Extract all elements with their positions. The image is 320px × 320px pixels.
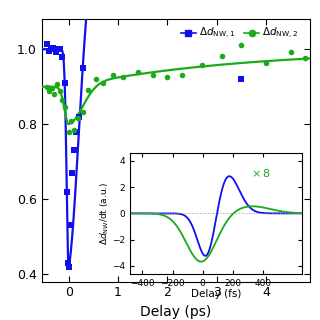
Point [76, 114, 81, 119]
Point [62, 81, 67, 86]
Point [110, 73, 116, 78]
Point [86, 87, 91, 92]
Point [68, 223, 73, 228]
Point [150, 73, 155, 78]
Point [165, 74, 170, 79]
Point [120, 75, 125, 80]
Point [71, 148, 76, 153]
Point [47, 88, 52, 93]
Point [74, 129, 79, 134]
Point [303, 55, 308, 60]
Point [199, 62, 204, 68]
Point [49, 85, 54, 91]
Point [219, 54, 224, 59]
Point [263, 60, 268, 66]
Point [71, 128, 76, 133]
Point [51, 45, 56, 51]
Point [58, 47, 63, 52]
Point [135, 70, 140, 75]
Point [53, 49, 58, 54]
Point [101, 80, 106, 85]
Point [80, 110, 85, 115]
Point [288, 50, 293, 55]
Point [60, 54, 65, 60]
Point [239, 43, 244, 48]
X-axis label: Delay (ps): Delay (ps) [140, 305, 212, 319]
Point [54, 82, 60, 87]
Point [57, 89, 62, 94]
Point [55, 47, 60, 52]
Point [44, 42, 49, 47]
Point [180, 73, 185, 78]
Point [62, 105, 67, 110]
Point [68, 118, 74, 123]
Legend: $\Delta d_{\rm NW,1}$, $\Delta d_{\rm NW,2}$: $\Delta d_{\rm NW,1}$, $\Delta d_{\rm NW… [176, 22, 302, 45]
Point [44, 84, 49, 89]
Point [64, 189, 69, 194]
Point [52, 91, 57, 96]
Point [93, 76, 99, 82]
Point [70, 170, 75, 175]
Point [46, 48, 52, 53]
Point [75, 116, 80, 121]
Point [66, 129, 71, 134]
Point [66, 264, 71, 269]
Point [60, 97, 65, 102]
Point [239, 76, 244, 82]
Point [49, 46, 54, 52]
Point [66, 260, 71, 265]
Point [80, 65, 85, 70]
